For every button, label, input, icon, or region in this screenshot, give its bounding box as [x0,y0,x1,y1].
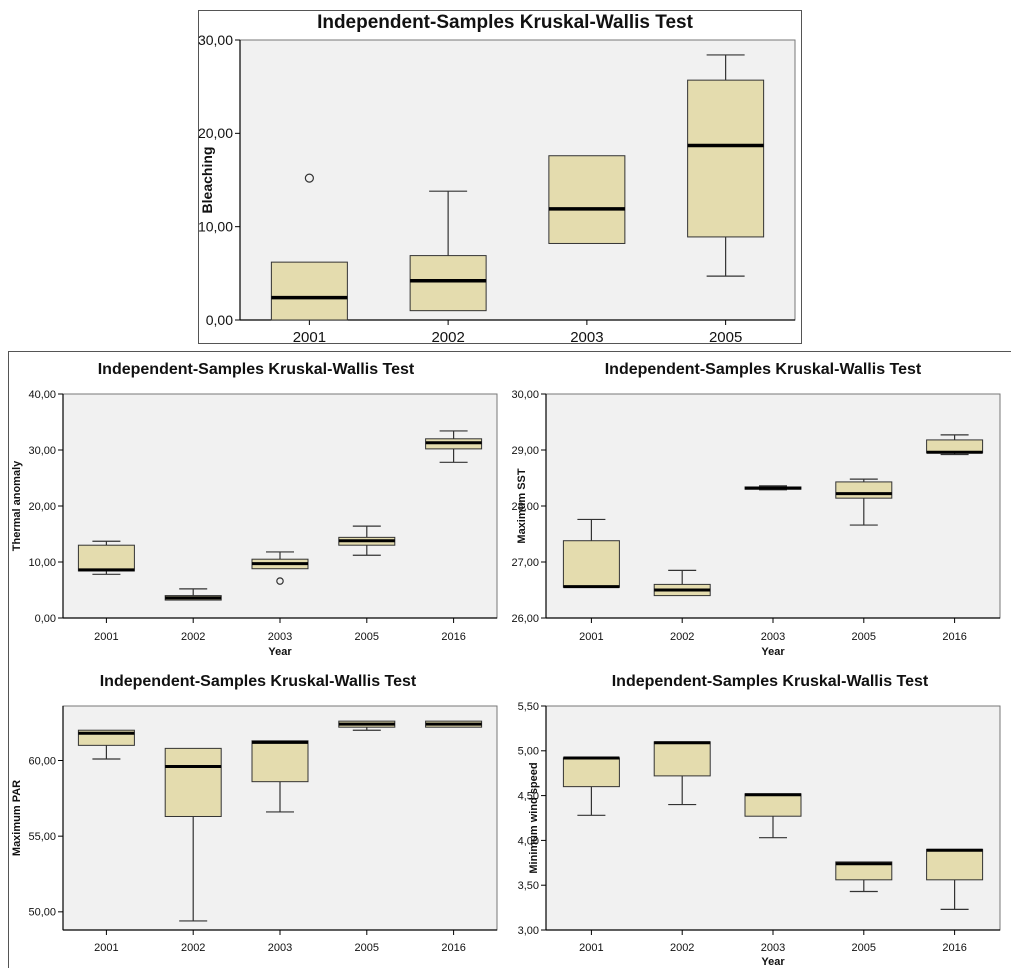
chart-1-y-tick-label: 0,00 [206,312,233,328]
chart-3-title: Independent-Samples Kruskal-Wallis Test [605,361,922,378]
chart-5-category-label-2001: 2001 [579,942,603,954]
chart-3-y-axis-label: Maximum SST [516,468,528,543]
chart-5-category-label-2002: 2002 [670,942,694,954]
chart-4-y-tick-label: 50,00 [28,907,56,919]
chart-3-category-label-2003: 2003 [761,631,785,643]
chart-2-y-tick-label: 10,00 [28,557,56,569]
chart-3-y-tick-label: 28,00 [511,501,539,513]
chart-3-x-axis-label: Year [761,646,785,658]
chart-5-y-tick-label: 5,00 [518,746,539,758]
chart-2-y-tick-label: 30,00 [28,445,56,457]
chart-5-y-tick-label: 3,50 [518,880,539,892]
chart-2-title: Independent-Samples Kruskal-Wallis Test [98,361,415,378]
chart-5-box-2001 [562,757,620,788]
chart-4-y-tick-label: 60,00 [28,755,56,767]
chart-1-y-tick-label: 20,00 [198,125,233,141]
chart-2-category-label-2001: 2001 [94,631,118,643]
chart-2-outlier-2003 [276,577,284,585]
chart-2-category-label-2002: 2002 [181,631,205,643]
chart-3-category-label-2016: 2016 [942,631,966,643]
chart-2-category-label-2016: 2016 [441,631,465,643]
chart-4-category-label-2016: 2016 [441,942,465,954]
chart-3-plot-area [545,393,1001,619]
chart-1-category-label-2005: 2005 [709,329,742,346]
chart-1-y-tick-label: 10,00 [198,219,233,235]
chart-2-y-axis-label: Thermal anomaly [11,460,23,551]
chart-3-box-2001 [562,540,620,588]
chart-5-category-label-2016: 2016 [942,942,966,954]
chart-3-category-label-2005: 2005 [852,631,876,643]
chart-4-box-2003 [251,740,309,783]
chart-3-y-tick-label: 29,00 [511,445,539,457]
chart-5-box-2016 [926,848,984,881]
chart-5-box-2003 [744,793,802,817]
chart-4-y-tick-label: 55,00 [28,831,56,843]
chart-5-y-tick-label: 5,50 [518,701,539,713]
chart-1-y-tick-label: 30,00 [198,32,233,48]
chart-4-category-label-2001: 2001 [94,942,118,954]
chart-1-box-2005 [687,79,765,238]
chart-1-category-label-2002: 2002 [431,329,464,346]
chart-1-category-label-2001: 2001 [293,329,326,346]
chart-5-title: Independent-Samples Kruskal-Wallis Test [612,673,929,690]
chart-2-y-tick-label: 40,00 [28,389,56,401]
chart-5-category-label-2003: 2003 [761,942,785,954]
chart-1-outlier-2001 [304,173,314,183]
chart-1-title: Independent-Samples Kruskal-Wallis Test [317,12,694,33]
chart-3-category-label-2001: 2001 [579,631,603,643]
chart-3-category-label-2002: 2002 [670,631,694,643]
chart-1-category-label-2003: 2003 [570,329,603,346]
chart-4-box-2002 [164,747,222,817]
chart-5-y-axis-label: Minimum wind speed [528,762,540,873]
chart-2-category-label-2003: 2003 [268,631,292,643]
chart-4-category-label-2002: 2002 [181,942,205,954]
chart-4-category-label-2003: 2003 [268,942,292,954]
chart-5-y-tick-label: 4,00 [518,835,539,847]
chart-2-x-axis-label: Year [268,646,292,658]
chart-5-x-axis-label: Year [761,956,785,968]
chart-2-y-tick-label: 0,00 [35,613,56,625]
chart-1-box-2003 [548,155,626,244]
chart-3-y-tick-label: 26,00 [511,613,539,625]
chart-4-y-axis-label: Maximum PAR [11,780,23,856]
chart-3-box-2005 [835,481,893,499]
chart-4-category-label-2005: 2005 [355,942,379,954]
chart-1-y-axis-label: Bleaching [199,147,215,214]
chart-5-category-label-2005: 2005 [852,942,876,954]
chart-5-box-2005 [835,861,893,881]
chart-1-box-2002 [409,255,487,312]
chart-2-category-label-2005: 2005 [355,631,379,643]
chart-5-box-2002 [653,741,711,777]
chart-1-box-2001 [270,261,348,321]
chart-3-y-tick-label: 30,00 [511,389,539,401]
chart-4-title: Independent-Samples Kruskal-Wallis Test [100,673,417,690]
chart-5-y-tick-label: 4,50 [518,790,539,802]
chart-2-box-2001 [77,544,135,572]
chart-3-y-tick-label: 27,00 [511,557,539,569]
chart-2-y-tick-label: 20,00 [28,501,56,513]
chart-5-y-tick-label: 3,00 [518,925,539,937]
